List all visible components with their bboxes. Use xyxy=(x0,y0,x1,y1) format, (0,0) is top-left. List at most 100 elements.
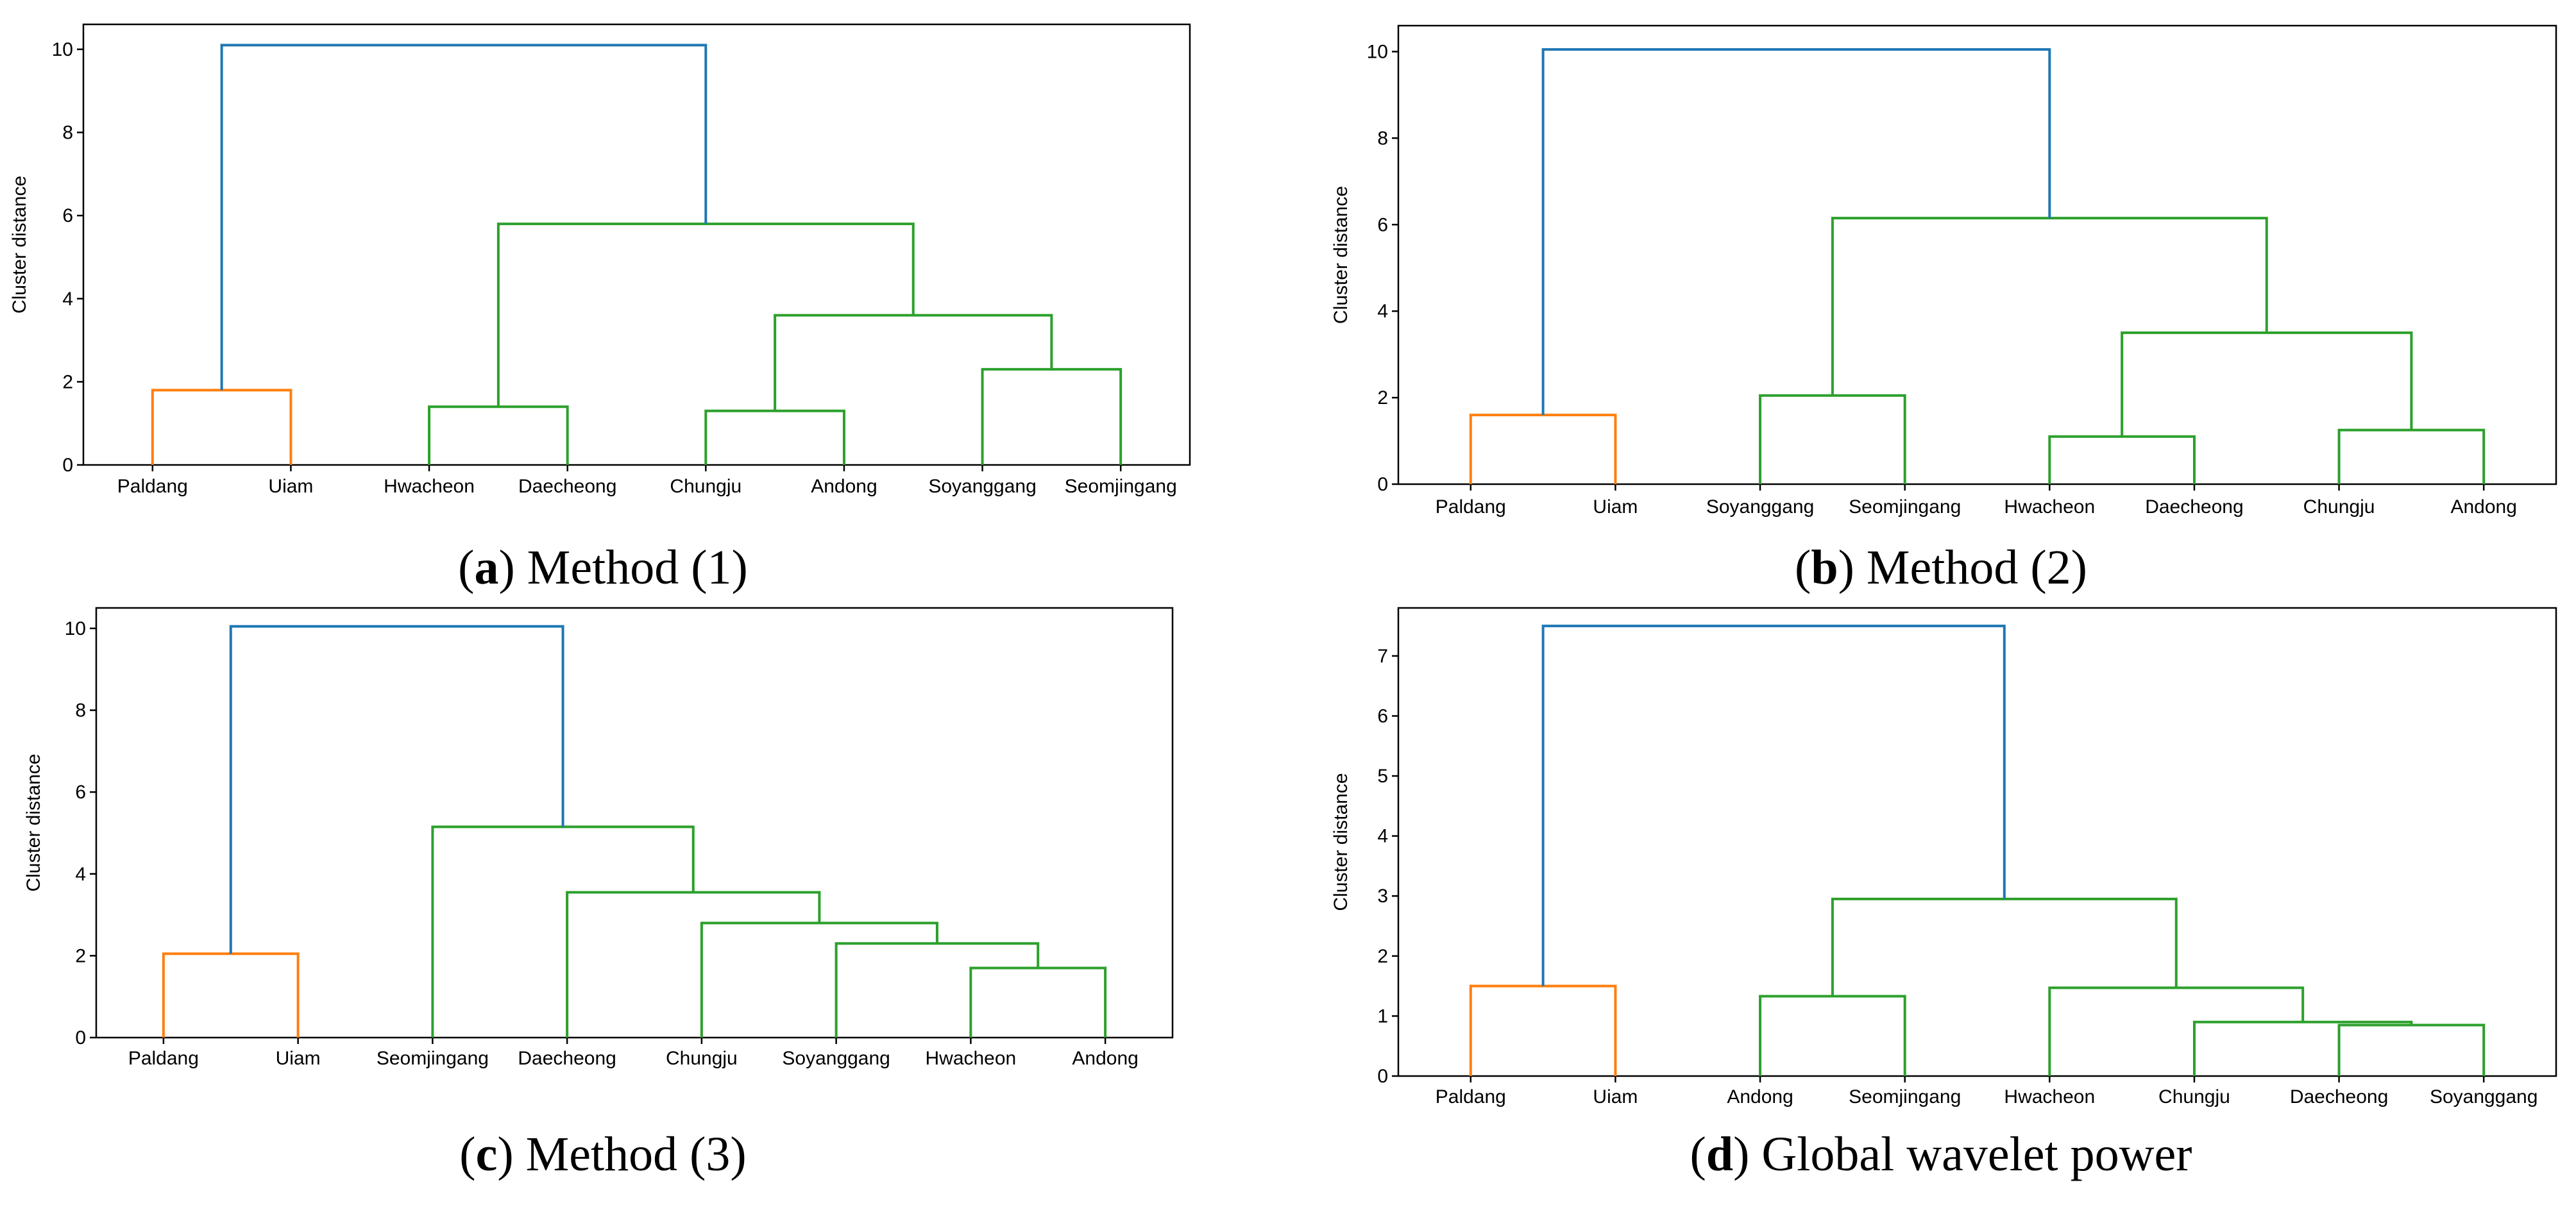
y-axis-label: Cluster distance xyxy=(1330,186,1352,324)
leaf-label-andong: Andong xyxy=(1727,1086,1793,1107)
dendrogram-link-5 xyxy=(1831,217,2268,396)
y-tick-label-2: 2 xyxy=(75,945,86,966)
leaf-label-andong: Andong xyxy=(1072,1048,1138,1069)
leaf-label-soyanggang: Soyanggang xyxy=(782,1048,890,1069)
leaf-label-daecheong: Daecheong xyxy=(2290,1086,2388,1107)
y-tick-label-3: 3 xyxy=(1377,886,1388,907)
leaf-label-uiam: Uiam xyxy=(1593,496,1638,518)
dendrogram-link-6 xyxy=(1541,48,2051,416)
leaf-label-chungju: Chungju xyxy=(670,476,741,497)
y-tick-label-0: 0 xyxy=(75,1027,86,1048)
dendrogram-link-4 xyxy=(2121,331,2413,437)
dendrogram-link-0 xyxy=(1469,984,1617,1076)
y-tick-label-5: 5 xyxy=(1377,766,1388,787)
leaf-label-seomjingang: Seomjingang xyxy=(1849,1086,1961,1107)
y-tick-label-8: 8 xyxy=(1377,128,1388,149)
dendrogram-link-4 xyxy=(2048,986,2305,1076)
caption-c: (c) Method (3) xyxy=(459,1127,746,1181)
y-tick-label-6: 6 xyxy=(62,205,73,226)
leaf-label-paldang: Paldang xyxy=(1436,1086,1506,1107)
dendrogram-link-1 xyxy=(1759,995,1906,1076)
dendrogram-link-2 xyxy=(2337,1023,2486,1076)
leaf-label-daecheong: Daecheong xyxy=(2145,496,2243,518)
dendrogram-link-3 xyxy=(2337,428,2486,484)
dendrogram-link-2 xyxy=(835,942,1040,1038)
caption-b: (b) Method (2) xyxy=(1795,541,2087,594)
y-tick-label-4: 4 xyxy=(1377,826,1388,847)
y-tick-label-4: 4 xyxy=(75,864,86,885)
y-axis-label: Cluster distance xyxy=(1330,773,1352,911)
dendrogram-link-1 xyxy=(969,966,1107,1038)
dendrogram-link-4 xyxy=(566,891,821,1038)
dendrogram-link-6 xyxy=(229,625,564,954)
panel-c-method-3: 0 2 4 6 8 10 Cluster distance Paldang Uiam Seomji… xyxy=(23,607,1174,1069)
leaf-label-andong: Andong xyxy=(2450,496,2516,518)
dendrogram-link-5 xyxy=(1831,897,2178,997)
y-tick-label-2: 2 xyxy=(1377,387,1388,408)
leaf-label-chungju: Chungju xyxy=(2303,496,2375,518)
panel-a-method-1: 0 2 4 6 8 10 Cluster distance Paldang Uiam Hwache… xyxy=(9,23,1191,497)
leaf-label-hwacheon: Hwacheon xyxy=(2004,1086,2095,1107)
axes-frame xyxy=(82,23,1191,466)
leaf-label-hwacheon: Hwacheon xyxy=(384,476,475,497)
y-tick-label-4: 4 xyxy=(62,289,73,310)
y-tick-label-1: 1 xyxy=(1377,1006,1388,1027)
leaf-label-daecheong: Daecheong xyxy=(518,476,616,497)
leaf-label-uiam: Uiam xyxy=(268,476,313,497)
dendrogram-link-3 xyxy=(2192,1020,2413,1076)
y-tick-label-10: 10 xyxy=(65,618,86,639)
dendrogram-link-3 xyxy=(700,922,938,1038)
y-tick-label-0: 0 xyxy=(1377,1066,1388,1087)
caption-a: (a) Method (1) xyxy=(458,541,748,594)
y-tick-label-0: 0 xyxy=(1377,474,1388,495)
y-tick-label-6: 6 xyxy=(75,782,86,803)
leaf-label-paldang: Paldang xyxy=(128,1048,199,1069)
panel-d-global-wavelet-power: 0 1 2 3 4 5 6 7 Cluster distance Paldang Uiam Andon… xyxy=(1330,607,2557,1107)
leaf-label-daecheong: Daecheong xyxy=(518,1048,616,1069)
leaf-label-soyanggang: Soyanggang xyxy=(2430,1086,2538,1107)
dendrogram-link-6 xyxy=(220,44,708,391)
y-tick-label-8: 8 xyxy=(62,122,73,144)
dendrogram-link-6 xyxy=(1541,625,2006,986)
y-tick-label-10: 10 xyxy=(1367,41,1388,62)
dendrogram-link-1 xyxy=(1759,394,1906,484)
caption-d: (d) Global wavelet power xyxy=(1690,1127,2192,1181)
dendrogram-link-0 xyxy=(1469,414,1617,484)
axes-frame xyxy=(95,607,1174,1039)
y-tick-label-8: 8 xyxy=(75,700,86,721)
leaf-label-chungju: Chungju xyxy=(666,1048,738,1069)
dendrogram-link-1 xyxy=(428,405,569,465)
y-axis-label: Cluster distance xyxy=(9,176,30,314)
leaf-label-seomjingang: Seomjingang xyxy=(377,1048,489,1069)
axes-frame xyxy=(1397,607,2557,1077)
leaf-label-soyanggang: Soyanggang xyxy=(1706,496,1815,518)
leaf-label-hwacheon: Hwacheon xyxy=(925,1048,1016,1069)
y-axis-label: Cluster distance xyxy=(23,753,44,891)
dendrogram-link-5 xyxy=(431,825,695,1038)
dendrogram-link-3 xyxy=(981,367,1123,465)
leaf-label-hwacheon: Hwacheon xyxy=(2004,496,2095,518)
leaf-label-uiam: Uiam xyxy=(1593,1086,1638,1107)
leaf-label-seomjingang: Seomjingang xyxy=(1849,496,1961,518)
y-tick-label-0: 0 xyxy=(62,455,73,476)
leaf-label-paldang: Paldang xyxy=(117,476,188,497)
leaf-label-paldang: Paldang xyxy=(1436,496,1506,518)
dendrogram-link-0 xyxy=(162,952,300,1038)
dendrogram-link-0 xyxy=(151,389,292,465)
dendrogram-link-2 xyxy=(2048,435,2196,484)
y-tick-label-10: 10 xyxy=(52,39,73,60)
dendrogram-link-2 xyxy=(704,409,845,465)
y-tick-label-7: 7 xyxy=(1377,646,1388,667)
y-tick-label-4: 4 xyxy=(1377,301,1388,322)
leaf-label-chungju: Chungju xyxy=(2158,1086,2230,1107)
y-tick-label-6: 6 xyxy=(1377,214,1388,235)
y-tick-label-2: 2 xyxy=(1377,946,1388,967)
panel-b-method-2: 0 2 4 6 8 10 Cluster distance Paldang Uiam Soyang… xyxy=(1330,24,2557,518)
leaf-label-soyanggang: Soyanggang xyxy=(928,476,1037,497)
y-tick-label-6: 6 xyxy=(1377,705,1388,727)
dendrogram-link-4 xyxy=(774,314,1053,411)
leaf-label-seomjingang: Seomjingang xyxy=(1065,476,1177,497)
y-tick-label-2: 2 xyxy=(62,371,73,392)
leaf-label-andong: Andong xyxy=(811,476,877,497)
